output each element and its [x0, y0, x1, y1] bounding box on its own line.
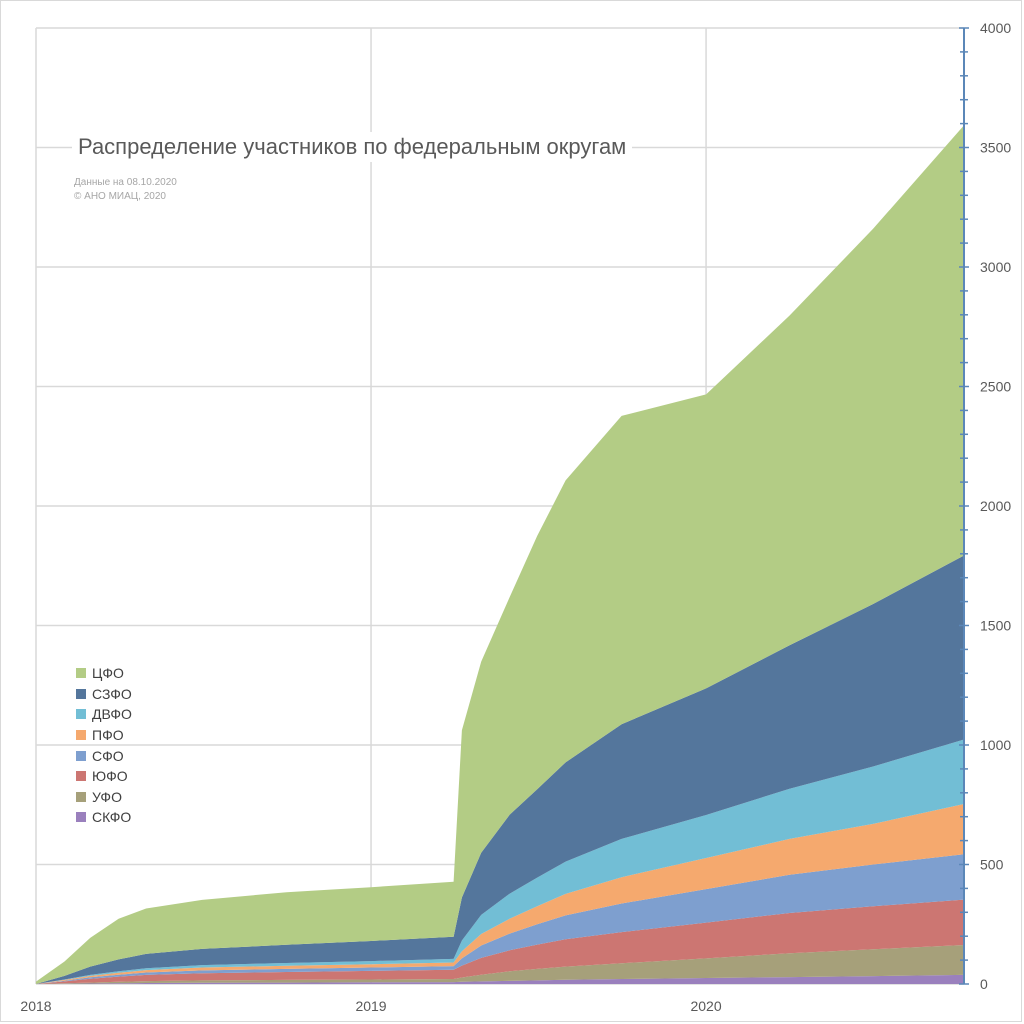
- legend-item-ПФО: ПФО: [76, 725, 132, 746]
- legend-item-УФО: УФО: [76, 787, 132, 808]
- area-СФО: [36, 854, 964, 984]
- y-tick-label-0: 0: [980, 976, 988, 992]
- chart-legend: ЦФО СЗФО ДВФО ПФО СФО ЮФО УФО СКФО: [76, 663, 132, 828]
- legend-swatch-ДВФО: [76, 709, 86, 720]
- legend-item-СКФО: СКФО: [76, 807, 132, 828]
- legend-swatch-СКФО: [76, 812, 86, 823]
- legend-label-ЮФО: ЮФО: [92, 768, 128, 785]
- area-УФО: [36, 945, 964, 984]
- y-tick-label-500: 500: [980, 857, 1004, 873]
- legend-swatch-УФО: [76, 791, 86, 802]
- legend-item-ДВФО: ДВФО: [76, 704, 132, 725]
- chart-title: Распределение участников по федеральным …: [72, 132, 633, 162]
- legend-label-СКФО: СКФО: [92, 809, 132, 826]
- y-axis: [959, 27, 969, 985]
- legend-swatch-ЦФО: [76, 668, 86, 679]
- legend-label-ЦФО: ЦФО: [92, 665, 124, 682]
- legend-item-СФО: СФО: [76, 745, 132, 766]
- area-series: [36, 125, 964, 985]
- y-tick-labels: 0 500 1000 1500 2000 2500 3000 3500 4000: [980, 20, 1011, 992]
- legend-swatch-СФО: [76, 750, 86, 761]
- area-СКФО: [36, 974, 964, 984]
- legend-label-СФО: СФО: [92, 747, 124, 764]
- x-tick-labels: 2018 2019 2020: [20, 998, 721, 1014]
- chart-subtitle-copyright: © АНО МИАЦ, 2020: [74, 191, 166, 202]
- chart-subtitle-date: Данные на 08.10.2020: [74, 177, 177, 188]
- x-tick-label-2020: 2020: [690, 998, 721, 1014]
- y-tick-label-1000: 1000: [980, 737, 1011, 753]
- legend-item-СЗФО: СЗФО: [76, 684, 132, 705]
- area-СЗФО: [36, 555, 964, 984]
- area-ЮФО: [36, 899, 964, 984]
- legend-label-ДВФО: ДВФО: [92, 706, 132, 723]
- y-tick-label-3000: 3000: [980, 259, 1011, 275]
- legend-label-СЗФО: СЗФО: [92, 685, 132, 702]
- y-tick-label-1500: 1500: [980, 618, 1011, 634]
- y-tick-label-4000: 4000: [980, 20, 1011, 36]
- legend-swatch-ПФО: [76, 730, 86, 741]
- x-tick-label-2019: 2019: [355, 998, 386, 1014]
- x-tick-label-2018: 2018: [20, 998, 51, 1014]
- legend-label-ПФО: ПФО: [92, 727, 124, 744]
- area-ЦФО: [36, 125, 964, 985]
- legend-item-ЮФО: ЮФО: [76, 766, 132, 787]
- y-tick-label-2000: 2000: [980, 498, 1011, 514]
- legend-label-УФО: УФО: [92, 788, 122, 805]
- y-tick-label-2500: 2500: [980, 379, 1011, 395]
- y-tick-label-3500: 3500: [980, 140, 1011, 156]
- legend-item-ЦФО: ЦФО: [76, 663, 132, 684]
- legend-swatch-СЗФО: [76, 688, 86, 699]
- legend-swatch-ЮФО: [76, 771, 86, 782]
